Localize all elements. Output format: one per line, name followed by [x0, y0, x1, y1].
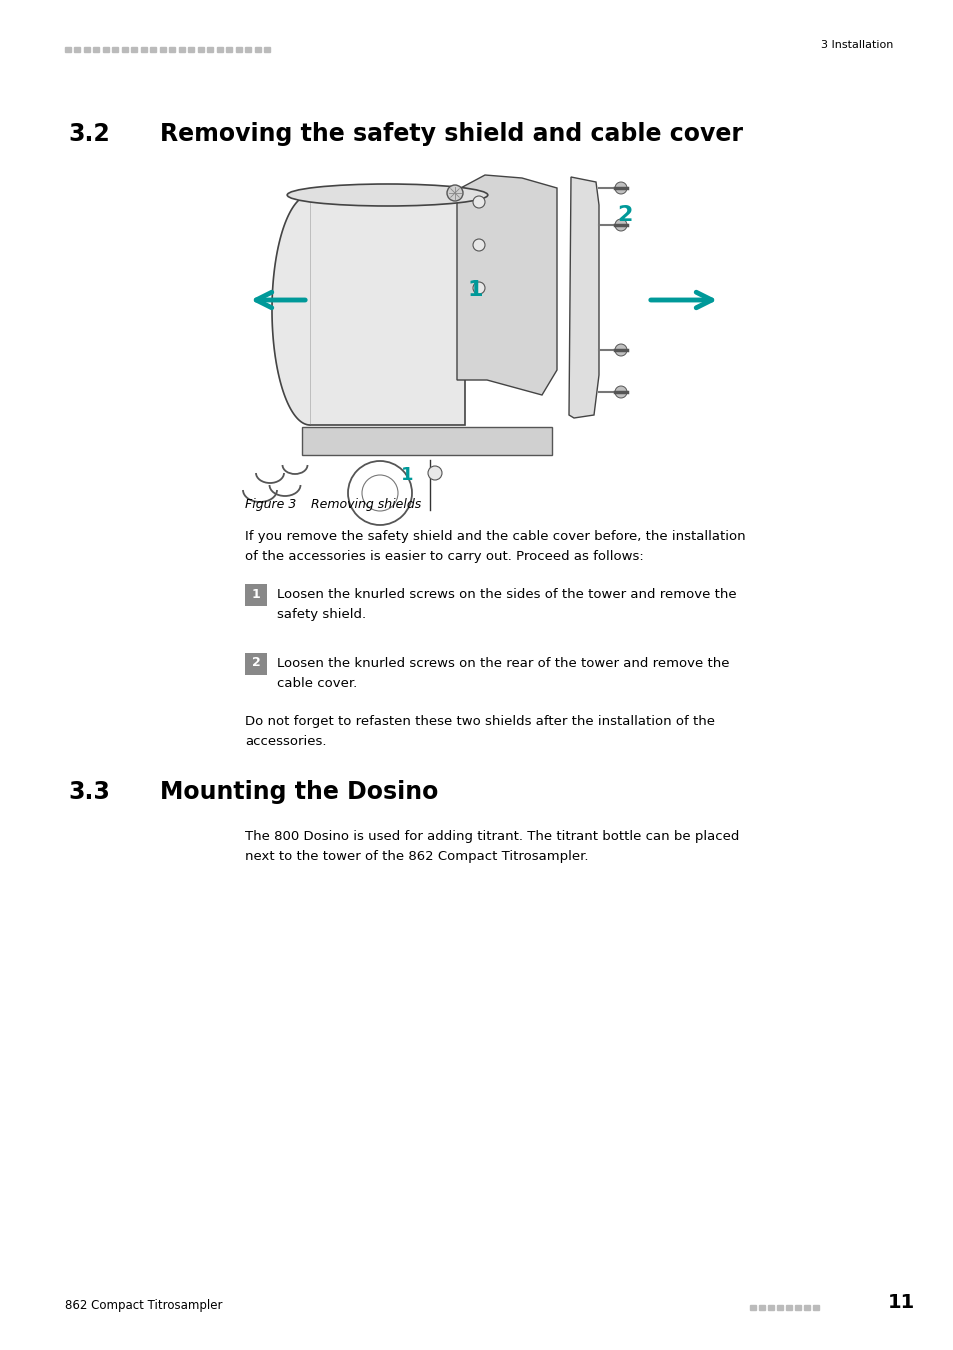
Polygon shape: [456, 176, 557, 396]
Text: 3.3: 3.3: [68, 780, 110, 805]
Bar: [189, 47, 194, 53]
Bar: [74, 47, 80, 53]
Text: Loosen the knurled screws on the sides of the tower and remove the: Loosen the knurled screws on the sides o…: [276, 589, 736, 601]
Bar: [254, 47, 261, 53]
Text: 3 Installation: 3 Installation: [820, 40, 892, 50]
Bar: [122, 47, 128, 53]
Text: Loosen the knurled screws on the rear of the tower and remove the: Loosen the knurled screws on the rear of…: [276, 657, 729, 670]
Circle shape: [473, 282, 484, 294]
Bar: [226, 47, 233, 53]
Text: Figure 3: Figure 3: [245, 498, 296, 512]
Bar: [208, 47, 213, 53]
Circle shape: [615, 386, 626, 398]
Text: Mounting the Dosino: Mounting the Dosino: [160, 780, 438, 805]
Circle shape: [615, 219, 626, 231]
Ellipse shape: [287, 184, 487, 207]
Text: 2: 2: [252, 656, 260, 670]
Bar: [245, 653, 267, 675]
Text: Removing shields: Removing shields: [294, 498, 421, 512]
Bar: [132, 47, 137, 53]
Bar: [794, 1305, 801, 1310]
Bar: [812, 1305, 818, 1310]
Bar: [198, 47, 204, 53]
Text: 1: 1: [467, 279, 482, 300]
Text: of the accessories is easier to carry out. Proceed as follows:: of the accessories is easier to carry ou…: [245, 549, 643, 563]
Bar: [803, 1305, 809, 1310]
Text: Removing the safety shield and cable cover: Removing the safety shield and cable cov…: [160, 122, 742, 146]
Bar: [179, 47, 185, 53]
Text: next to the tower of the 862 Compact Titrosampler.: next to the tower of the 862 Compact Tit…: [245, 850, 588, 863]
Bar: [141, 47, 147, 53]
Bar: [103, 47, 109, 53]
Text: safety shield.: safety shield.: [276, 608, 366, 621]
Text: 3.2: 3.2: [68, 122, 110, 146]
Text: accessories.: accessories.: [245, 734, 326, 748]
Circle shape: [428, 466, 441, 481]
Bar: [245, 585, 267, 606]
Bar: [749, 1305, 755, 1310]
Bar: [235, 47, 242, 53]
Polygon shape: [272, 194, 310, 425]
Bar: [216, 47, 223, 53]
Bar: [170, 47, 175, 53]
Bar: [767, 1305, 773, 1310]
Text: 862 Compact Titrosampler: 862 Compact Titrosampler: [65, 1299, 222, 1312]
Text: 1: 1: [400, 466, 413, 485]
Text: Do not forget to refasten these two shields after the installation of the: Do not forget to refasten these two shie…: [245, 716, 714, 728]
Bar: [112, 47, 118, 53]
Text: The 800 Dosino is used for adding titrant. The titrant bottle can be placed: The 800 Dosino is used for adding titran…: [245, 830, 739, 842]
Bar: [93, 47, 99, 53]
Text: If you remove the safety shield and the cable cover before, the installation: If you remove the safety shield and the …: [245, 531, 745, 543]
Polygon shape: [568, 177, 598, 418]
Text: cable cover.: cable cover.: [276, 676, 356, 690]
Circle shape: [473, 196, 484, 208]
Circle shape: [447, 185, 462, 201]
Bar: [302, 427, 552, 455]
Bar: [264, 47, 271, 53]
Text: 2: 2: [617, 205, 632, 225]
Bar: [245, 47, 252, 53]
Text: 1: 1: [252, 587, 260, 601]
Bar: [151, 47, 156, 53]
Bar: [785, 1305, 791, 1310]
Bar: [84, 47, 90, 53]
Bar: [160, 47, 166, 53]
Circle shape: [615, 182, 626, 194]
Circle shape: [615, 344, 626, 356]
Bar: [65, 47, 71, 53]
Circle shape: [473, 239, 484, 251]
Text: 11: 11: [887, 1293, 914, 1312]
Bar: [776, 1305, 782, 1310]
Bar: [759, 1305, 764, 1310]
Bar: [310, 194, 464, 425]
